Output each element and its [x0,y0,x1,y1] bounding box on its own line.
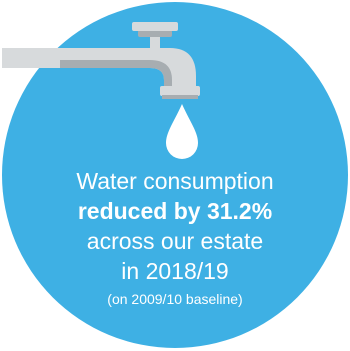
tap-icon [2,22,200,99]
baseline-note: (on 2009/10 baseline) [107,291,243,307]
infographic-text: Water consumption reduced by 31.2% acros… [0,166,350,310]
headline-highlight: reduced by 31.2% [77,198,273,224]
water-drop-icon [166,104,198,159]
headline-line-1: Water consumption [76,168,274,194]
headline-line-4: in 2018/19 [121,258,229,284]
headline-line-3: across our estate [86,228,264,254]
